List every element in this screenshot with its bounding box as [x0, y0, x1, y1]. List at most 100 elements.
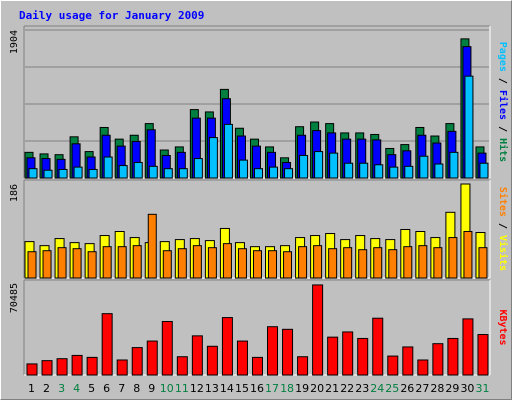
bar-pages-day-27 [419, 155, 429, 179]
x-tick-label-day-27: 27 [415, 382, 429, 395]
bar-sites-day-16 [252, 250, 262, 279]
bar-pages-day-28 [434, 163, 444, 179]
bar-kbytes-day-1 [26, 363, 38, 376]
x-tick-label-day-14: 14 [220, 382, 234, 395]
bar-kbytes-day-5 [86, 356, 98, 376]
x-tick-label-day-24: 24 [370, 382, 384, 395]
chart-title: Daily usage for January 2009 [19, 9, 204, 22]
bar-pages-day-23 [359, 162, 369, 179]
bar-sites-day-17 [268, 250, 278, 279]
bar-sites-day-1 [27, 251, 37, 279]
bar-sites-day-12 [192, 245, 202, 279]
legend-part-1-0: Pages [497, 42, 508, 72]
bar-kbytes-day-17 [267, 326, 279, 376]
bar-kbytes-day-9 [146, 340, 158, 376]
bar-sites-day-28 [433, 247, 443, 279]
bar-kbytes-day-29 [447, 337, 459, 376]
bar-sites-day-22 [343, 247, 353, 279]
bar-sites-day-15 [237, 248, 247, 279]
x-tick-label-day-10: 10 [160, 382, 174, 395]
x-tick-label-day-20: 20 [310, 382, 324, 395]
bar-pages-day-21 [329, 152, 339, 179]
bar-kbytes-day-15 [236, 340, 248, 376]
x-tick-label-day-13: 13 [205, 382, 219, 395]
bar-kbytes-day-10 [161, 320, 173, 376]
bar-kbytes-day-27 [417, 359, 429, 376]
x-tick-label-day-16: 16 [250, 382, 264, 395]
x-tick-label-day-7: 7 [118, 382, 125, 395]
bar-kbytes-day-14 [221, 317, 233, 376]
legend-part-3-0: KBytes [497, 309, 508, 345]
bar-kbytes-day-12 [191, 335, 203, 376]
bar-pages-day-13 [208, 137, 218, 179]
bar-sites-day-7 [117, 246, 127, 279]
bar-kbytes-day-28 [432, 343, 444, 376]
bar-kbytes-day-11 [176, 356, 188, 376]
bar-sites-day-8 [132, 245, 142, 279]
bar-sites-day-14 [222, 243, 232, 279]
x-tick-label-day-22: 22 [340, 382, 354, 395]
bar-kbytes-day-16 [251, 356, 263, 376]
bar-pages-day-26 [404, 165, 414, 179]
panel-2-legend: Sites / Visits [497, 187, 509, 271]
bar-sites-day-25 [388, 249, 398, 279]
bar-pages-day-30 [464, 75, 474, 179]
panel-3-legend: KBytes [497, 309, 508, 345]
bar-pages-day-11 [178, 168, 188, 179]
bar-pages-day-25 [389, 166, 399, 179]
x-tick-label-day-11: 11 [175, 382, 189, 395]
x-tick-label-day-1: 1 [28, 382, 35, 395]
bar-kbytes-day-22 [342, 331, 354, 376]
bar-kbytes-day-3 [56, 358, 68, 376]
bar-kbytes-day-19 [297, 356, 309, 376]
bar-pages-day-20 [314, 151, 324, 179]
legend-part-1-4: Hits [497, 138, 509, 162]
panel-1-ymax-label: 1904 [9, 30, 20, 54]
bar-pages-day-17 [269, 166, 279, 179]
bar-sites-day-5 [87, 251, 97, 279]
x-tick-label-day-8: 8 [133, 382, 140, 395]
bar-pages-day-14 [223, 123, 233, 179]
bar-pages-day-8 [133, 161, 143, 179]
bar-pages-day-4 [73, 166, 83, 179]
bar-pages-day-18 [284, 168, 294, 179]
bar-pages-day-15 [238, 159, 248, 179]
bar-sites-day-6 [102, 246, 112, 279]
x-tick-label-day-5: 5 [88, 382, 95, 395]
bar-sites-day-13 [207, 247, 217, 279]
bar-sites-day-27 [418, 245, 428, 279]
bar-sites-day-4 [72, 248, 82, 279]
x-tick-label-day-19: 19 [295, 382, 309, 395]
x-tick-label-day-9: 9 [148, 382, 155, 395]
panel-2-ymax-label: 186 [9, 184, 20, 202]
bar-pages-day-31 [479, 162, 489, 179]
panel-3-ymax-label: 70485 [9, 283, 20, 313]
legend-part-2-0: Sites [497, 187, 509, 217]
x-tick-label-day-17: 17 [265, 382, 279, 395]
bar-sites-day-20 [313, 245, 323, 279]
bar-sites-day-18 [283, 251, 293, 279]
bar-sites-day-23 [358, 249, 368, 279]
bar-sites-day-31 [478, 247, 488, 279]
legend-part-2-2: Visits [497, 235, 509, 271]
x-tick-label-day-21: 21 [325, 382, 339, 395]
x-tick-label-day-31: 31 [475, 382, 489, 395]
bar-sites-day-26 [403, 246, 413, 279]
bar-sites-day-21 [328, 248, 338, 279]
bar-sites-day-11 [177, 248, 187, 279]
bar-pages-day-7 [118, 165, 128, 179]
bar-kbytes-day-21 [327, 336, 339, 376]
x-tick-label-day-18: 18 [280, 382, 294, 395]
bar-kbytes-day-2 [41, 360, 53, 376]
legend-part-1-3: / [497, 120, 508, 138]
bar-sites-day-24 [373, 247, 383, 279]
x-tick-label-day-6: 6 [103, 382, 110, 395]
x-tick-label-day-3: 3 [58, 382, 65, 395]
bar-kbytes-day-26 [402, 346, 414, 376]
bar-kbytes-day-23 [357, 337, 369, 376]
bar-kbytes-day-20 [312, 284, 324, 376]
bar-pages-day-16 [253, 168, 263, 179]
panel-1-legend: Pages / Files / Hits [497, 42, 509, 162]
x-tick-label-day-30: 30 [460, 382, 474, 395]
